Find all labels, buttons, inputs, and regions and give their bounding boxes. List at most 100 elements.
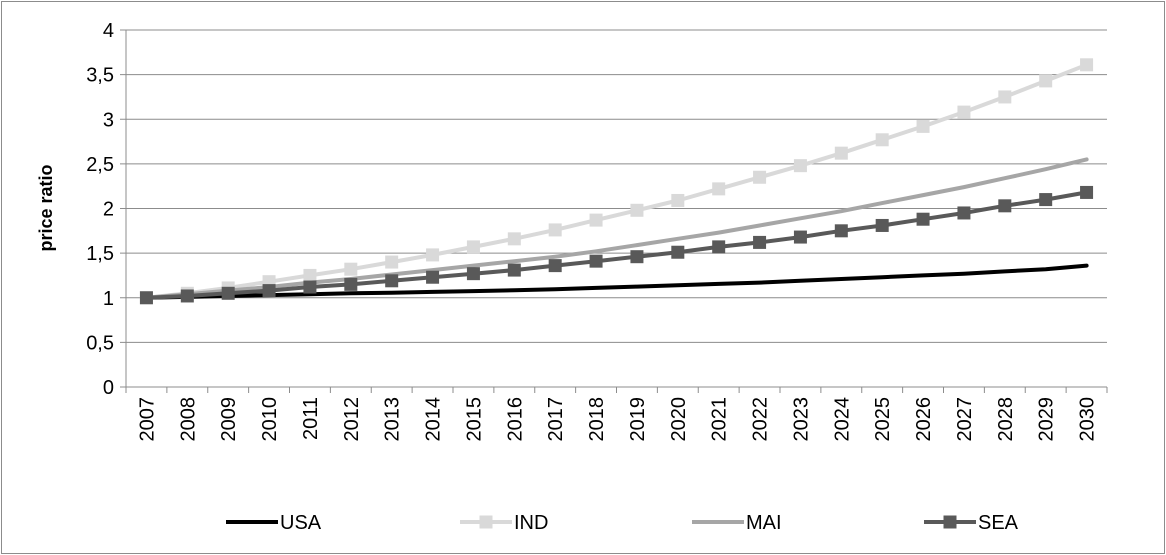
gridlines <box>120 29 1107 388</box>
data-point <box>712 240 726 254</box>
legend-item-sea: SEA <box>924 512 1019 534</box>
x-tick-label: 2030 <box>1077 397 1099 442</box>
legend-item-usa: USA <box>226 512 322 534</box>
data-point <box>385 255 399 269</box>
data-point <box>998 199 1012 213</box>
data-point <box>671 193 685 207</box>
y-axis-label: price ratio <box>36 164 56 251</box>
data-point <box>753 235 767 249</box>
data-point <box>793 159 807 173</box>
y-tick-label: 3,5 <box>86 65 114 87</box>
data-point <box>466 240 480 254</box>
data-point <box>630 250 644 264</box>
data-point <box>1080 185 1094 199</box>
data-point <box>957 206 971 220</box>
x-tick-label: 2025 <box>872 397 894 442</box>
legend-marker <box>479 515 493 529</box>
series-line-usa <box>144 263 1089 300</box>
data-point <box>385 274 399 288</box>
axes <box>125 30 1108 393</box>
x-tick-label: 2023 <box>790 397 812 442</box>
series-line-sea <box>144 190 1089 300</box>
data-point <box>671 245 685 259</box>
series-usa <box>144 263 1089 300</box>
data-point <box>344 262 358 276</box>
x-tick-label: 2015 <box>463 397 485 442</box>
x-tick-label: 2019 <box>627 397 649 442</box>
x-tick-label: 2022 <box>750 397 772 442</box>
y-tick-label: 0 <box>103 377 114 399</box>
data-point <box>139 291 153 305</box>
data-point <box>630 203 644 217</box>
data-point <box>180 289 194 303</box>
data-point <box>916 212 930 226</box>
x-tick-label: 2029 <box>1036 397 1058 442</box>
data-point <box>507 263 521 277</box>
data-point <box>793 230 807 244</box>
data-point <box>221 286 235 300</box>
data-point <box>548 223 562 237</box>
data-point <box>507 232 521 246</box>
series-lines <box>139 58 1094 305</box>
series-mai <box>144 157 1089 300</box>
data-point <box>262 284 276 298</box>
data-point <box>998 90 1012 104</box>
data-point <box>1039 193 1053 207</box>
x-tick-label: 2009 <box>218 397 240 442</box>
data-point <box>875 133 889 147</box>
legend-label: MAI <box>746 512 782 534</box>
x-tick-label: 2013 <box>382 397 404 442</box>
legend-label: USA <box>280 512 322 534</box>
data-point <box>834 224 848 238</box>
y-tick-labels: 0 0,5 1 1,5 2 2,5 3 3,5 4 <box>86 20 114 399</box>
data-point <box>834 146 848 160</box>
legend-label: IND <box>514 512 548 534</box>
x-tick-label: 2020 <box>668 397 690 442</box>
y-tick-label: 2 <box>103 199 114 221</box>
data-point <box>589 213 603 227</box>
x-tick-label: 2011 <box>300 397 322 440</box>
data-point <box>303 280 317 294</box>
data-point <box>426 270 440 284</box>
data-point <box>753 170 767 184</box>
x-tick-label: 2026 <box>913 397 935 442</box>
x-tick-label: 2024 <box>831 397 853 442</box>
series-line-mai <box>144 157 1089 300</box>
data-point <box>303 268 317 282</box>
y-tick-label: 2,5 <box>86 154 114 176</box>
data-point <box>426 248 440 262</box>
data-point <box>1080 58 1094 72</box>
legend-item-mai: MAI <box>692 512 782 534</box>
x-tick-label: 2018 <box>586 397 608 442</box>
x-tick-label: 2028 <box>995 397 1017 442</box>
data-point <box>957 105 971 119</box>
legend: USA IND MAI SEA <box>226 512 1019 534</box>
x-tick-label: 2008 <box>177 397 199 442</box>
x-tick-label: 2016 <box>504 397 526 442</box>
data-point <box>712 182 726 196</box>
legend-marker <box>943 515 957 529</box>
x-tick-label: 2021 <box>709 397 731 442</box>
data-point <box>548 259 562 273</box>
data-point <box>1039 74 1053 88</box>
series-sea <box>139 185 1094 305</box>
y-tick-label: 3 <box>103 109 114 131</box>
series-ind <box>139 58 1094 305</box>
y-tick-label: 1 <box>103 288 114 310</box>
x-tick-label: 2014 <box>423 397 445 442</box>
data-point <box>466 267 480 281</box>
legend-item-ind: IND <box>460 512 548 534</box>
y-tick-label: 1,5 <box>86 243 114 265</box>
x-tick-label: 2017 <box>545 397 567 442</box>
data-point <box>916 119 930 133</box>
x-tick-label: 2007 <box>136 397 158 442</box>
y-tick-label: 4 <box>103 20 114 42</box>
x-tick-labels: 2007 2008 2009 2010 2011 2012 2013 2014 2015 2016… <box>136 397 1098 442</box>
legend-label: SEA <box>978 512 1019 534</box>
y-tick-label: 0,5 <box>86 332 114 354</box>
data-point <box>875 218 889 232</box>
data-point <box>589 254 603 268</box>
data-point <box>344 277 358 291</box>
